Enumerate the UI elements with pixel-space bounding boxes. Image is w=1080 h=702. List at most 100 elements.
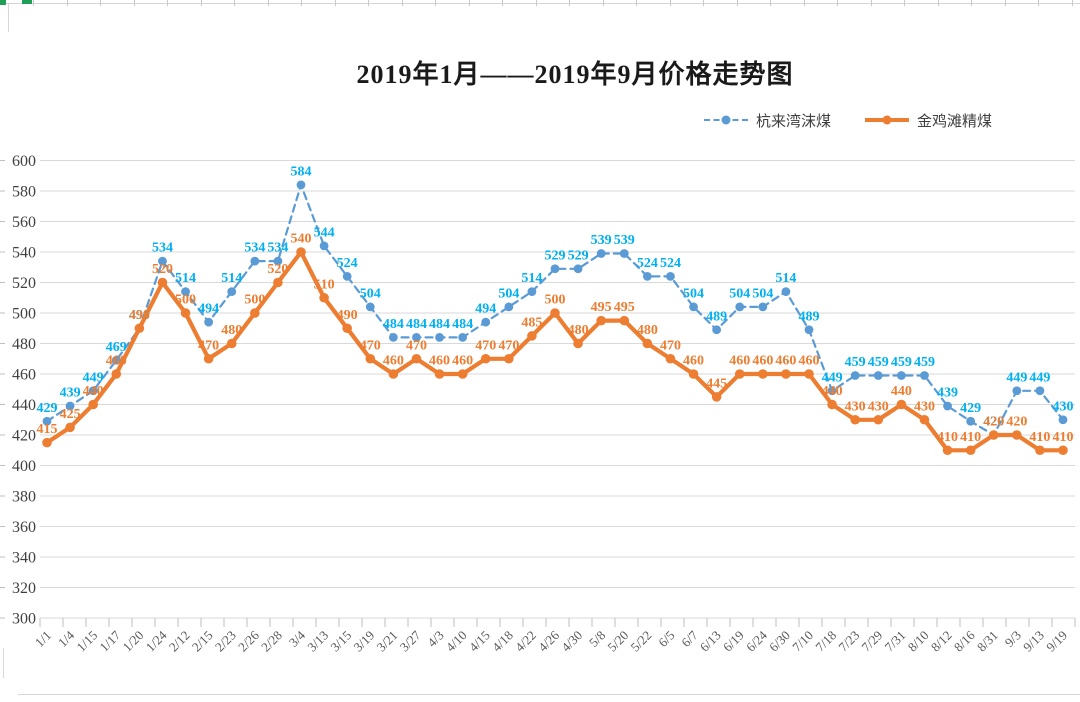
data-point-marker[interactable] [181, 287, 190, 297]
data-point-marker[interactable] [596, 249, 606, 258]
data-point-marker[interactable] [943, 401, 952, 411]
data-point-marker[interactable] [296, 247, 306, 257]
data-point-marker[interactable] [527, 331, 537, 341]
data-point-marker[interactable] [319, 241, 329, 251]
data-point-marker[interactable] [458, 333, 468, 342]
data-point-marker[interactable] [550, 264, 560, 274]
data-point-marker[interactable] [804, 325, 814, 335]
data-point-marker[interactable] [712, 325, 722, 335]
svg-text:430: 430 [1053, 399, 1074, 414]
data-point-marker[interactable] [342, 323, 352, 334]
data-point-marker[interactable] [504, 353, 514, 364]
data-point-marker[interactable] [65, 401, 75, 411]
data-point-marker[interactable] [920, 371, 929, 380]
data-point-marker[interactable] [1035, 445, 1045, 456]
y-axis-labels: 600 580 560 540 520 500 480 460 440 420 400 380 360 3… [12, 153, 36, 628]
data-point-marker[interactable] [1035, 386, 1045, 396]
data-point-marker[interactable] [688, 369, 699, 379]
data-point-marker[interactable] [666, 272, 675, 281]
data-point-marker[interactable] [965, 445, 976, 456]
data-point-marker[interactable] [850, 371, 860, 380]
data-point-marker[interactable] [504, 302, 514, 312]
data-point-marker[interactable] [365, 353, 376, 364]
data-point-marker[interactable] [319, 292, 329, 303]
data-point-marker[interactable] [273, 256, 283, 266]
data-point-marker[interactable] [481, 317, 491, 327]
data-point-marker[interactable] [111, 369, 122, 379]
svg-text:439: 439 [937, 386, 958, 401]
data-point-marker[interactable] [88, 399, 98, 410]
data-point-marker[interactable] [1058, 415, 1068, 425]
data-point-marker[interactable] [781, 369, 791, 379]
data-point-marker[interactable] [412, 333, 421, 342]
series-jinjitan-jingmei[interactable] [42, 247, 1068, 456]
data-point-marker[interactable] [411, 353, 422, 364]
data-point-marker[interactable] [827, 386, 837, 396]
data-point-marker[interactable] [550, 308, 560, 318]
data-point-marker[interactable] [203, 353, 214, 364]
data-point-marker[interactable] [273, 277, 283, 288]
data-point-marker[interactable] [88, 386, 98, 396]
data-point-marker[interactable] [665, 353, 676, 364]
data-point-marker[interactable] [204, 317, 214, 327]
data-point-marker[interactable] [642, 272, 652, 281]
data-point-marker[interactable] [735, 302, 745, 312]
data-point-marker[interactable] [942, 445, 953, 456]
data-point-marker[interactable] [435, 333, 444, 342]
data-point-marker[interactable] [1012, 386, 1022, 396]
data-point-marker[interactable] [619, 249, 629, 258]
data-point-marker[interactable] [111, 355, 121, 365]
data-point-marker[interactable] [296, 180, 306, 190]
data-point-marker[interactable] [711, 392, 722, 402]
data-point-marker[interactable] [1012, 430, 1022, 440]
data-point-marker[interactable] [758, 302, 768, 312]
data-point-marker[interactable] [573, 264, 583, 274]
legend-item-jinjitan-jingmei[interactable]: 金鸡滩精煤 [864, 110, 992, 131]
data-point-marker[interactable] [42, 437, 52, 448]
data-point-marker[interactable] [573, 338, 583, 349]
data-point-marker[interactable] [827, 399, 837, 410]
data-point-marker[interactable] [896, 371, 906, 380]
legend-label: 金鸡滩精煤 [916, 113, 992, 130]
data-point-marker[interactable] [619, 315, 630, 326]
legend-item-hanglaiwan-momei[interactable]: 杭来湾沫煤 [703, 110, 831, 131]
data-point-marker[interactable] [988, 430, 999, 440]
data-point-marker[interactable] [873, 414, 884, 425]
data-point-marker[interactable] [758, 369, 768, 379]
data-point-marker[interactable] [227, 287, 237, 297]
data-point-marker[interactable] [434, 369, 445, 379]
svg-text:7/18: 7/18 [812, 628, 839, 655]
data-point-marker[interactable] [226, 338, 237, 349]
sheet-selection-accent [22, 0, 32, 4]
data-point-marker[interactable] [873, 371, 883, 380]
data-point-marker[interactable] [365, 302, 375, 312]
data-point-marker[interactable] [157, 277, 168, 288]
data-point-marker[interactable] [480, 353, 491, 364]
svg-text:6/19: 6/19 [720, 628, 747, 655]
data-point-marker[interactable] [596, 315, 606, 326]
data-point-marker[interactable] [388, 333, 398, 342]
data-point-marker[interactable] [180, 308, 191, 318]
data-point-marker[interactable] [250, 256, 260, 266]
data-point-marker[interactable] [1058, 445, 1068, 456]
data-point-marker[interactable] [966, 416, 976, 426]
data-point-marker[interactable] [919, 414, 930, 425]
data-point-marker[interactable] [804, 369, 814, 379]
data-point-marker[interactable] [65, 422, 75, 433]
data-point-marker[interactable] [896, 399, 907, 410]
data-point-marker[interactable] [457, 369, 468, 379]
data-point-marker[interactable] [134, 323, 145, 334]
data-point-marker[interactable] [781, 287, 791, 297]
data-point-marker[interactable] [388, 369, 399, 379]
data-point-marker[interactable] [850, 414, 860, 425]
data-point-marker[interactable] [734, 369, 745, 379]
data-point-marker[interactable] [158, 256, 167, 266]
data-point-marker[interactable] [250, 308, 260, 318]
data-point-marker[interactable] [689, 302, 698, 312]
data-point-marker[interactable] [642, 338, 653, 349]
data-point-marker[interactable] [342, 272, 352, 281]
data-point-marker[interactable] [527, 287, 537, 297]
series-hanglaiwan-momei[interactable] [42, 180, 1068, 440]
data-point-marker[interactable] [42, 416, 52, 426]
